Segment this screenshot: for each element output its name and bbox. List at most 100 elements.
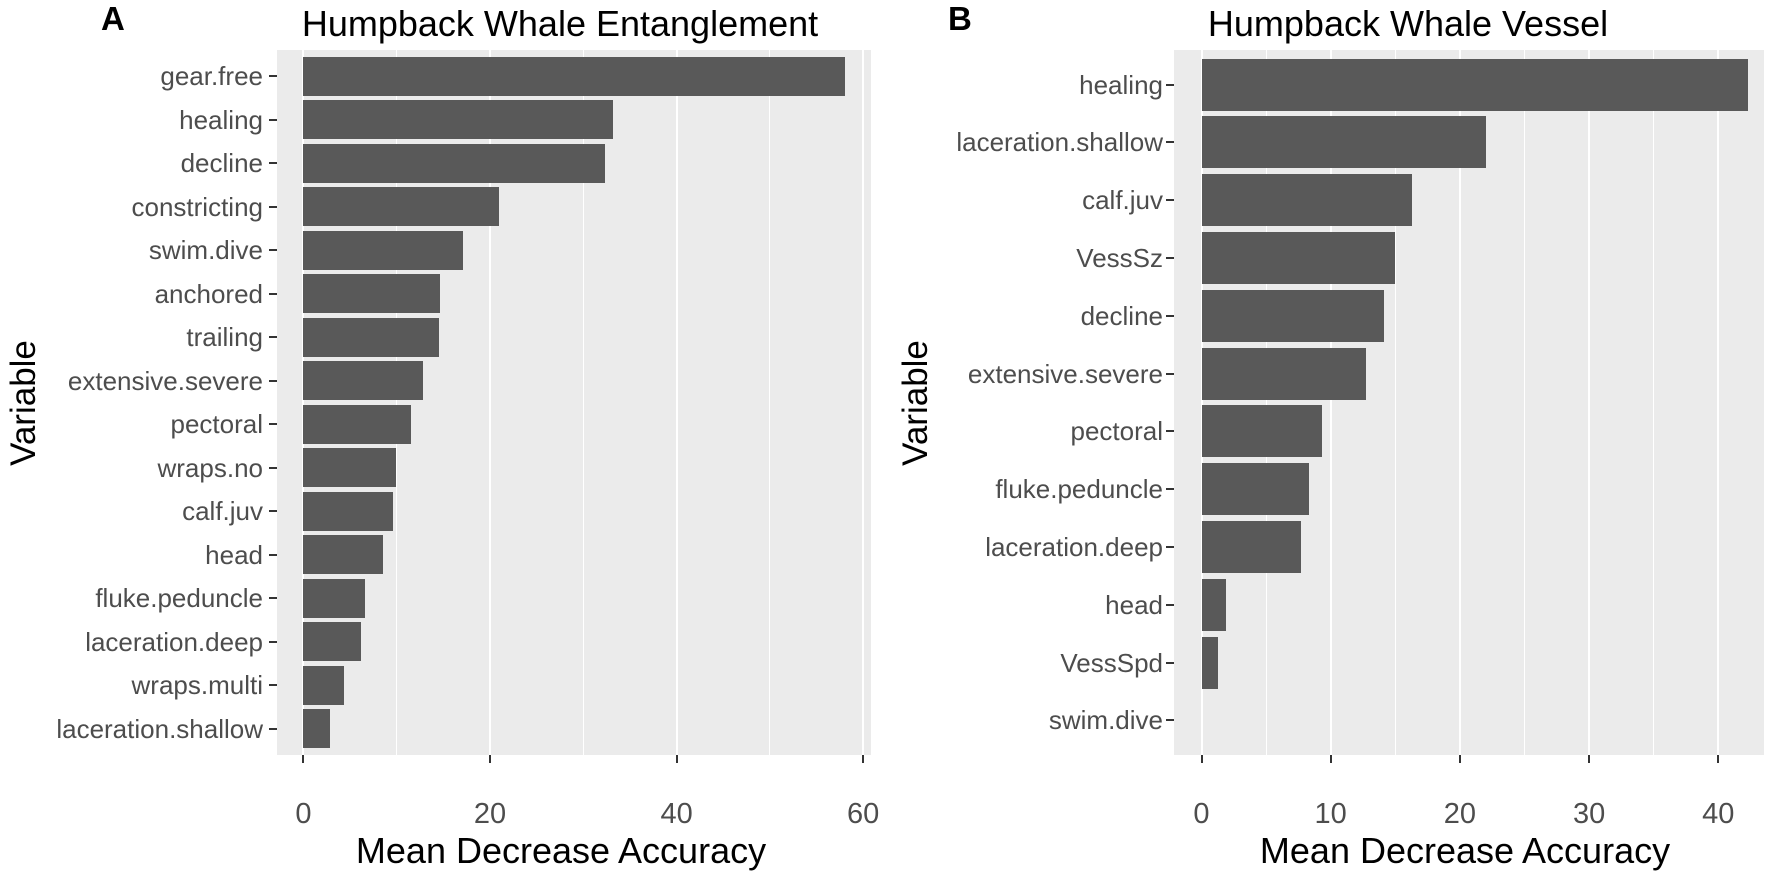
category-label-fluke.peduncle: fluke.peduncle (95, 583, 263, 614)
x-tick-label-40: 40 (660, 798, 693, 830)
bar-anchored (303, 274, 440, 314)
minor-gridline (1394, 50, 1396, 755)
x-axis-title-b: Mean Decrease Accuracy (1259, 830, 1671, 871)
category-label-constricting: constricting (131, 191, 264, 222)
bar-head (1201, 578, 1227, 631)
bar-VessSpd (1201, 636, 1219, 689)
category-label-fluke.peduncle: fluke.peduncle (995, 474, 1163, 505)
bar-healing (1201, 58, 1749, 111)
minor-gridline (396, 50, 398, 755)
panel-label-a: A (101, 0, 125, 37)
category-label-healing: healing (179, 104, 263, 135)
major-gridline (489, 50, 491, 755)
category-label-laceration.shallow: laceration.shallow (56, 713, 263, 744)
x-tick-label-10: 10 (1314, 798, 1347, 830)
bar-extensive.severe (303, 361, 423, 401)
x-tick-label-20: 20 (473, 798, 507, 830)
panel-label-b: B (948, 0, 972, 37)
major-gridline (1200, 50, 1203, 755)
bar-calf.juv (1201, 174, 1413, 227)
y-tick-mark (269, 684, 277, 687)
y-tick-mark (1166, 83, 1174, 86)
x-tick-mark (1329, 755, 1332, 763)
y-tick-mark (1166, 372, 1174, 375)
x-tick-label-60: 60 (847, 798, 880, 830)
category-label-laceration.deep: laceration.deep (85, 626, 263, 657)
category-label-wraps.multi: wraps.multi (131, 670, 263, 701)
category-label-pectoral: pectoral (1070, 416, 1164, 447)
y-axis-title-a: Variable (4, 339, 43, 466)
category-label-pectoral: pectoral (170, 409, 264, 440)
bar-healing (303, 100, 614, 140)
bar-constricting (303, 187, 500, 227)
bar-gear.free (303, 56, 845, 96)
category-label-extensive.severe: extensive.severe (967, 358, 1163, 389)
bar-extensive.severe (1201, 347, 1366, 400)
y-tick-mark (1166, 141, 1174, 144)
category-label-swim.dive: swim.dive (1048, 705, 1163, 736)
x-tick-label-40: 40 (1702, 798, 1735, 830)
y-tick-mark (269, 336, 277, 339)
y-tick-mark (1166, 661, 1174, 664)
y-tick-mark (269, 423, 277, 426)
y-tick-mark (269, 640, 277, 643)
y-tick-mark (1166, 314, 1174, 317)
bar-decline (1201, 289, 1384, 342)
y-tick-mark (269, 379, 277, 382)
y-tick-mark (269, 162, 277, 165)
bar-swim.dive (303, 230, 463, 270)
category-label-head: head (205, 539, 263, 570)
chart-title-b: Humpback Whale Vessel (1207, 3, 1609, 44)
minor-gridline (1653, 50, 1655, 755)
category-label-anchored: anchored (154, 278, 263, 309)
major-gridline (862, 50, 865, 755)
bar-decline (303, 143, 605, 183)
x-tick-mark (302, 755, 305, 763)
x-tick-label-0: 0 (295, 798, 312, 830)
y-tick-mark (269, 118, 277, 121)
major-gridline (1717, 50, 1720, 755)
y-tick-mark (269, 466, 277, 469)
plot-area-b (1174, 50, 1764, 755)
bar-laceration.deep (1201, 520, 1301, 573)
category-label-VessSpd: VessSpd (1060, 647, 1163, 678)
bar-laceration.shallow (1201, 116, 1486, 169)
y-tick-mark (269, 597, 277, 600)
category-label-decline: decline (180, 148, 263, 179)
plot-area-a (277, 50, 871, 755)
category-label-laceration.deep: laceration.deep (985, 531, 1163, 562)
category-label-swim.dive: swim.dive (148, 235, 263, 266)
category-label-calf.juv: calf.juv (182, 496, 263, 527)
major-gridline (1329, 50, 1332, 755)
bar-trailing (303, 317, 439, 357)
y-tick-mark (269, 75, 277, 78)
category-label-VessSz: VessSz (1076, 243, 1163, 274)
chart-title-a: Humpback Whale Entanglement (301, 3, 819, 44)
x-tick-label-0: 0 (1193, 798, 1210, 830)
y-tick-mark (269, 553, 277, 556)
x-tick-label-20: 20 (1443, 798, 1477, 830)
y-tick-mark (1166, 545, 1174, 548)
x-tick-mark (1588, 755, 1591, 763)
category-label-laceration.shallow: laceration.shallow (956, 127, 1163, 158)
bar-head (303, 535, 383, 575)
category-label-head: head (1105, 589, 1163, 620)
y-tick-mark (269, 249, 277, 252)
category-label-wraps.no: wraps.no (157, 452, 264, 483)
bar-wraps.multi (303, 665, 345, 705)
major-gridline (302, 50, 305, 755)
bar-fluke.peduncle (1201, 463, 1309, 516)
minor-gridline (1265, 50, 1267, 755)
bar-calf.juv (303, 491, 393, 531)
category-label-gear.free: gear.free (160, 61, 263, 92)
bar-laceration.shallow (303, 709, 330, 749)
x-tick-mark (1458, 755, 1461, 763)
y-tick-mark (269, 292, 277, 295)
y-tick-mark (1166, 257, 1174, 260)
major-gridline (1458, 50, 1461, 755)
x-tick-label-30: 30 (1572, 798, 1606, 830)
minor-gridline (1524, 50, 1525, 755)
x-tick-mark (489, 755, 491, 763)
minor-gridline (769, 50, 771, 755)
